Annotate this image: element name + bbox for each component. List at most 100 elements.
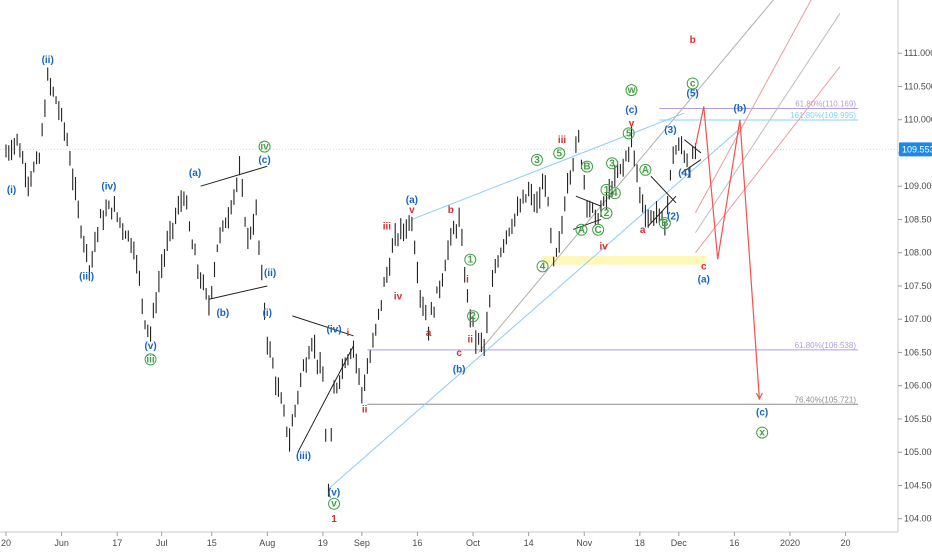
- wave-label: iii: [146, 354, 155, 365]
- wave-label: (c): [625, 105, 637, 116]
- wave-label-circle: [144, 353, 157, 366]
- wave-label: (c): [756, 408, 768, 419]
- wave-label-circle: [625, 84, 638, 97]
- wave-label-circle: [606, 157, 619, 170]
- wave-label: (b): [453, 364, 466, 375]
- triangle-lower-line: [208, 285, 268, 300]
- wave-label-circle: [686, 77, 699, 90]
- time-tick-label: 14: [524, 538, 534, 548]
- triangle-lower-line: [297, 345, 354, 453]
- time-tick-label: 18: [635, 538, 645, 548]
- time-tick-label: Sep: [354, 538, 370, 548]
- wave-label: iv: [260, 142, 269, 153]
- price-tick-label: 111.000: [904, 48, 932, 58]
- price-tick-label: 108.000: [904, 248, 932, 258]
- fib-level-label: 161.80%(109.995): [790, 111, 856, 120]
- fib-levels-layer: 61.80%(110.169) 161.80%(109.995) 61.80%(10…: [367, 99, 858, 405]
- wave-label: (a): [189, 168, 201, 179]
- wave-label: C: [595, 225, 602, 236]
- wave-label: ii: [467, 334, 473, 345]
- time-tick-label: Nov: [576, 538, 593, 548]
- current-price-label: 109.553: [902, 144, 932, 154]
- wave-label: iii: [558, 135, 567, 146]
- time-tick-label: Dec: [671, 538, 688, 548]
- price-series-layer: [5, 67, 696, 497]
- triangle-lower-line: [572, 218, 602, 230]
- wave-label-circle: [756, 426, 769, 439]
- channel-line: [411, 112, 685, 220]
- channel-line: [478, 0, 774, 353]
- wave-label-circle: [581, 160, 594, 173]
- wave-label: ii: [362, 404, 368, 415]
- wave-label: 3: [534, 155, 540, 166]
- wave-label: (ii): [264, 268, 276, 279]
- wave-label: a: [426, 328, 432, 339]
- wave-labels-layer: (i)(ii)(iii)(iv)(v)iii(a)(b)iv(c)(ii)(i)…: [7, 35, 768, 525]
- triangle-upper-line: [200, 165, 268, 187]
- wave-label-circle: [622, 127, 635, 140]
- wave-label: (iii): [79, 271, 94, 282]
- triangle-patterns-layer: [200, 139, 702, 453]
- price-tick-label: 108.500: [904, 214, 932, 224]
- time-tick-label: 20: [1, 538, 11, 548]
- wave-label-circle: [467, 310, 480, 323]
- projection-arrowhead: [755, 392, 763, 401]
- wave-label: (i): [7, 185, 16, 196]
- wave-label: v: [331, 499, 337, 510]
- wave-label-circle: [608, 187, 621, 200]
- wave-label: b: [448, 205, 454, 216]
- wave-label: v: [409, 205, 415, 216]
- wave-label: v: [629, 118, 635, 129]
- wave-label-circle: [536, 260, 549, 273]
- wave-label: iv: [394, 291, 403, 302]
- current-price-badge: [899, 142, 932, 157]
- wave-label: 5: [556, 148, 562, 159]
- time-tick-label: Jul: [156, 538, 168, 548]
- time-tick-label: 20: [841, 538, 851, 548]
- triangle-upper-line: [684, 139, 702, 154]
- wave-label: c: [690, 78, 696, 89]
- triangle-lower-line: [681, 159, 702, 174]
- price-tick-label: 106.500: [904, 347, 932, 357]
- wave-label: b: [690, 35, 696, 46]
- triangle-upper-line: [292, 315, 354, 337]
- fan-line: [695, 0, 812, 214]
- wave-label: (a): [406, 195, 418, 206]
- wave-label: c: [701, 261, 707, 272]
- fan-line: [695, 13, 841, 234]
- wave-label: (v): [144, 341, 156, 352]
- fib-level-label: 61.80%(110.169): [795, 99, 856, 108]
- time-tick-label: 16: [412, 538, 422, 548]
- wave-label: x: [759, 428, 765, 439]
- wave-label: w: [627, 85, 636, 96]
- triangle-upper-line: [650, 175, 677, 204]
- fib-level-label: 61.80%(106.538): [795, 341, 857, 350]
- wave-label: B: [583, 162, 590, 173]
- wave-label-circle: [600, 183, 613, 196]
- price-tick-label: 104.500: [904, 480, 932, 490]
- projection-path-layer: [694, 106, 763, 401]
- time-tick-label: 17: [112, 538, 122, 548]
- wave-label: 1: [604, 185, 610, 196]
- time-tick-label: 2020: [780, 538, 800, 548]
- wave-label: A: [642, 165, 649, 176]
- wave-label-circle: [258, 140, 271, 153]
- target-zone-band: [542, 256, 707, 265]
- time-tick-label: 19: [318, 538, 328, 548]
- wave-label: (c): [258, 155, 270, 166]
- time-tick-label: 15: [207, 538, 217, 548]
- wave-label-circle: [600, 207, 613, 220]
- wave-label: (v): [328, 487, 340, 498]
- price-tick-label: 106.000: [904, 381, 932, 391]
- wave-label: A: [578, 225, 585, 236]
- wave-label: a: [640, 225, 646, 236]
- price-tick-label: 110.500: [904, 81, 932, 91]
- wave-label: i: [466, 275, 469, 286]
- wave-label: (iv): [327, 325, 342, 336]
- wave-label: i: [347, 328, 350, 339]
- wave-label: (a): [698, 275, 710, 286]
- wave-label: 3: [609, 158, 615, 169]
